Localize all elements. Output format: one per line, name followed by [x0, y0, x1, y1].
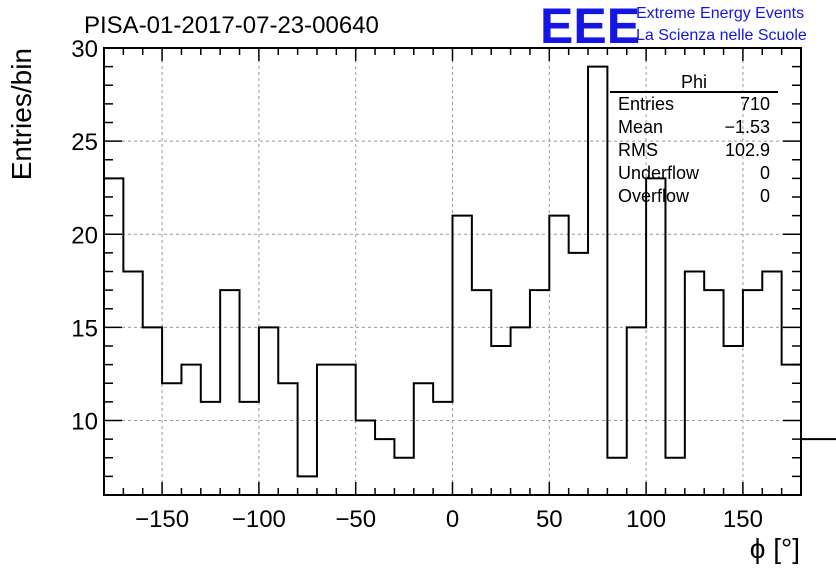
histogram-bin	[201, 402, 220, 495]
histogram-bin	[356, 421, 375, 496]
stats-label: Mean	[618, 117, 663, 137]
histogram-bin	[569, 253, 588, 495]
histogram-bin	[820, 439, 836, 495]
histogram-bin	[627, 327, 646, 495]
histogram-bin	[240, 402, 259, 495]
x-tick-label: −100	[232, 506, 286, 533]
histogram-bin	[724, 346, 743, 495]
y-axis-title: Entries/bin	[6, 48, 37, 180]
x-tick-label: 50	[536, 506, 563, 533]
histogram-bin	[782, 365, 801, 495]
histogram-bin	[685, 272, 704, 496]
histogram-bin	[607, 458, 626, 495]
histogram-bin	[530, 290, 549, 495]
stats-rows: Entries 710 Mean −1.53 RMS 102.9 Underflow 0 Ove…	[618, 94, 770, 206]
histogram-bin	[511, 327, 530, 495]
histogram-bin	[588, 67, 607, 495]
histogram-bin	[704, 290, 723, 495]
histogram-bin	[646, 178, 665, 495]
stats-label: Underflow	[618, 163, 700, 183]
stats-value: 0	[760, 186, 770, 206]
stats-value: −1.53	[724, 117, 770, 137]
histogram-bin	[181, 365, 200, 495]
y-tick-label: 30	[71, 36, 98, 63]
stats-value: 0	[760, 163, 770, 183]
histogram-bin	[259, 327, 278, 495]
axis-ticks	[103, 47, 802, 496]
histogram-bin	[453, 216, 472, 495]
x-tick-label: 100	[626, 506, 666, 533]
histogram-bin	[491, 346, 510, 495]
logo-mark: EEE	[540, 0, 640, 54]
y-tick-label: 20	[71, 222, 98, 249]
histogram-bin	[375, 439, 394, 495]
histogram-bin	[433, 402, 452, 495]
plot-title: PISA-01-2017-07-23-00640	[84, 12, 379, 39]
y-tick-label: 15	[71, 315, 98, 342]
tick-labels: −150 −100 −50 0 50 100 150 10 15 20 25 30	[71, 36, 763, 533]
histogram-bin	[220, 290, 239, 495]
histogram-bin	[278, 383, 297, 495]
histogram-bin	[549, 216, 568, 495]
stats-value: 710	[740, 94, 770, 114]
histogram-bin	[336, 365, 355, 495]
histogram-bin	[298, 476, 317, 495]
eee-logo: EEE Extreme Energy Events La Scienza nel…	[540, 0, 807, 54]
stats-box: Phi Entries 710 Mean −1.53 RMS 102.9 Underflow…	[610, 72, 778, 206]
x-tick-label: 0	[446, 506, 459, 533]
y-tick-label: 25	[71, 129, 98, 156]
histogram-bin	[317, 365, 336, 495]
histogram-bin	[394, 458, 413, 495]
logo-line-1: Extreme Energy Events	[636, 5, 804, 22]
histogram-bin	[743, 290, 762, 495]
x-tick-label: 150	[723, 506, 763, 533]
x-axis-title: ϕ [°]	[750, 533, 800, 564]
histogram-bin	[414, 383, 433, 495]
x-tick-label: −50	[335, 506, 376, 533]
histogram-bin	[104, 178, 123, 495]
histogram-outline	[104, 65, 836, 478]
histogram-bin	[665, 458, 684, 495]
histogram-series	[104, 65, 836, 496]
stats-label: RMS	[618, 140, 658, 160]
histogram-bin	[162, 383, 181, 495]
stats-value: 102.9	[725, 140, 770, 160]
stats-title: Phi	[681, 72, 707, 92]
stats-label: Overflow	[618, 186, 690, 206]
histogram-bin	[472, 290, 491, 495]
histogram-bin	[123, 272, 142, 496]
histogram-bin	[762, 272, 781, 496]
stats-label: Entries	[618, 94, 674, 114]
histogram-bin	[143, 327, 162, 495]
x-tick-label: −150	[135, 506, 189, 533]
logo-line-2: La Scienza nelle Scuole	[636, 27, 807, 44]
y-tick-label: 10	[71, 409, 98, 436]
histogram-bin	[801, 439, 820, 495]
